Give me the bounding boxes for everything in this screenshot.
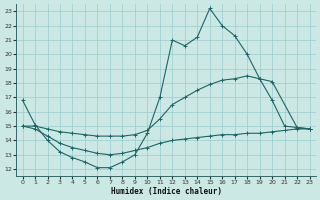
X-axis label: Humidex (Indice chaleur): Humidex (Indice chaleur) [111,187,221,196]
